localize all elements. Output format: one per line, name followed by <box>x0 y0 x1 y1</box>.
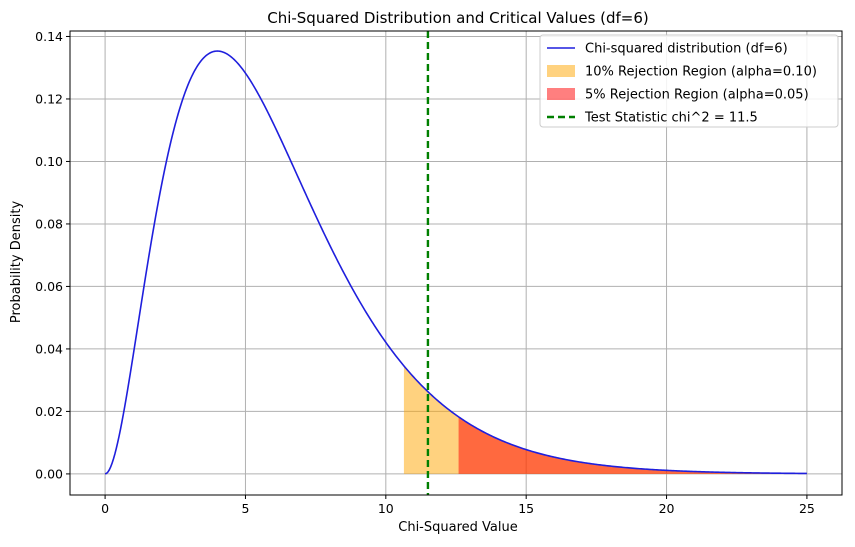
legend-label: 5% Rejection Region (alpha=0.05) <box>585 88 809 103</box>
y-tick-label: 0.04 <box>35 341 63 356</box>
legend-box <box>539 34 839 128</box>
y-tick-label: 0.02 <box>35 404 63 419</box>
legend-label: 10% Rejection Region (alpha=0.10) <box>585 65 817 80</box>
x-axis-label: Chi-Squared Value <box>398 520 517 535</box>
x-tick-label: 15 <box>518 501 534 516</box>
x-tick-label: 20 <box>659 501 675 516</box>
x-tick-label: 25 <box>799 501 815 516</box>
rejection-regions <box>403 365 807 474</box>
legend-label: Test Statistic chi^2 = 11.5 <box>584 111 758 126</box>
legend-handle-region <box>547 65 575 77</box>
plot-frame <box>69 30 843 496</box>
x-tick-label: 0 <box>101 501 109 516</box>
y-tick-label: 0.14 <box>35 29 63 44</box>
y-tick-label: 0.06 <box>35 279 63 294</box>
chart-title: Chi-Squared Distribution and Critical Va… <box>267 9 649 27</box>
y-tick-label: 0.10 <box>35 154 63 169</box>
x-tick-label: 10 <box>378 501 394 516</box>
density-curve-group <box>104 50 807 475</box>
y-axis-label: Probability Density <box>9 201 24 324</box>
y-tick-label: 0.00 <box>35 466 63 481</box>
density-curve <box>104 50 807 475</box>
legend: Chi-squared distribution (df=6) 10% Rejec… <box>539 34 839 128</box>
rejection-region-5pct <box>458 416 807 474</box>
y-axis-ticks: 0.00 0.02 0.04 0.06 0.08 0.10 0.12 0.14 <box>35 29 70 481</box>
x-axis-ticks: 0 5 10 15 20 25 <box>101 495 815 516</box>
y-tick-label: 0.12 <box>35 91 63 106</box>
y-tick-label: 0.08 <box>35 216 63 231</box>
legend-label: Chi-squared distribution (df=6) <box>585 42 788 57</box>
x-tick-label: 5 <box>241 501 249 516</box>
legend-handle-region <box>547 88 575 100</box>
